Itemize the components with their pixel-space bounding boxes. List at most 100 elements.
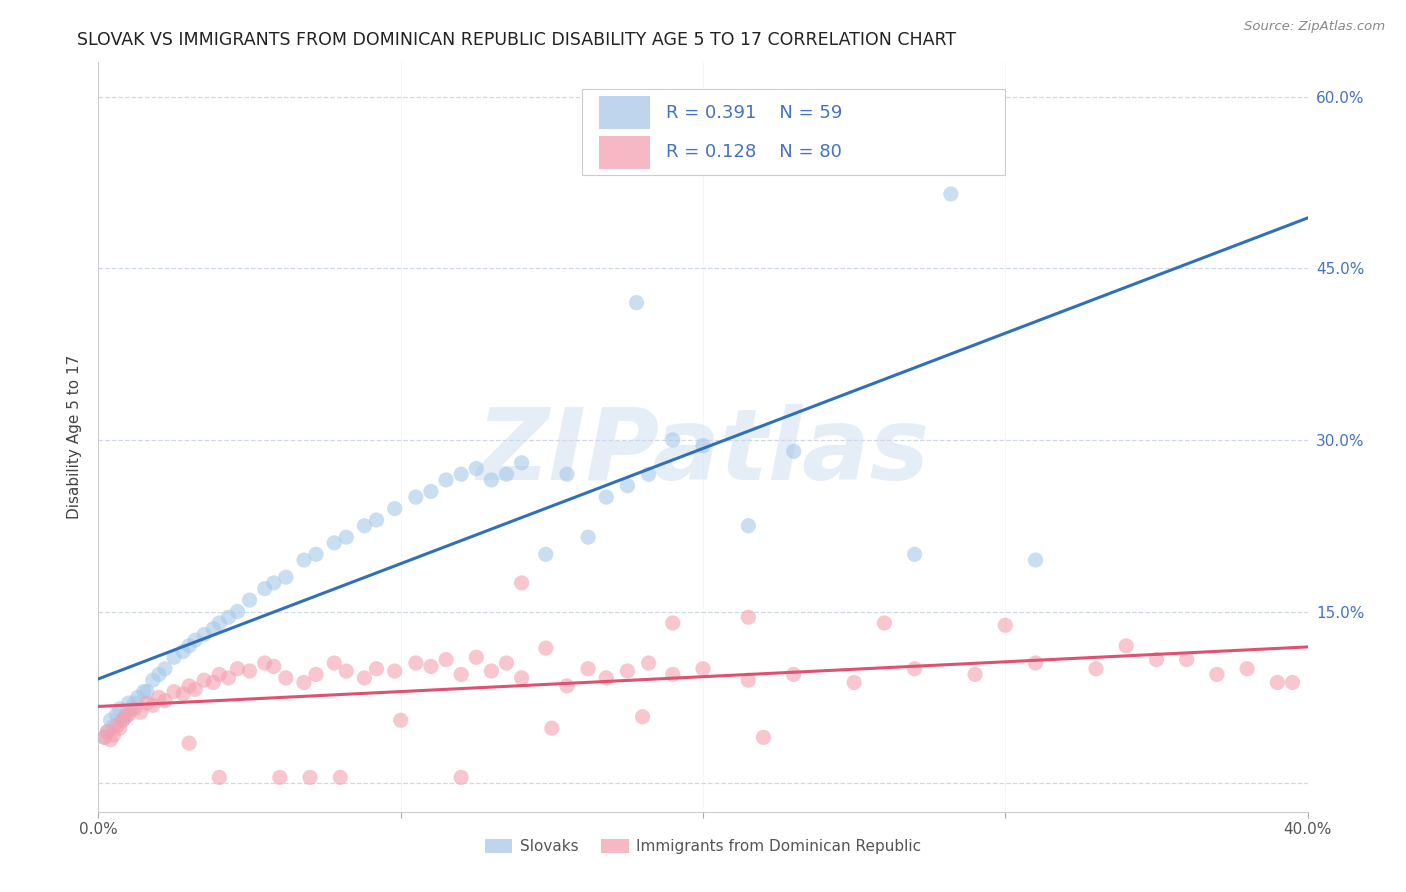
Point [637,656,659,670]
Point [465,650,488,665]
Point [124,696,146,710]
Point [292,553,315,567]
Point [434,473,457,487]
Text: SLOVAK VS IMMIGRANTS FROM DOMINICAN REPUBLIC DISABILITY AGE 5 TO 17 CORRELATION : SLOVAK VS IMMIGRANTS FROM DOMINICAN REPU… [77,31,956,49]
Point [904,662,927,676]
Point [172,687,194,701]
Point [96,724,118,739]
Point [93,731,115,745]
Point [661,615,683,630]
Point [626,295,648,310]
Point [124,702,146,716]
Point [389,713,412,727]
Point [153,662,176,676]
FancyBboxPatch shape [599,96,650,129]
Point [226,662,249,676]
Point [299,771,322,785]
Point [305,667,328,681]
Point [353,518,375,533]
Point [481,664,503,678]
Point [105,719,128,733]
Point [1085,662,1108,676]
Point [939,186,962,201]
Point [193,673,215,688]
Point [510,576,533,591]
Point [100,732,122,747]
Point [135,696,157,710]
Point [661,667,683,681]
Point [239,664,262,678]
Point [481,473,503,487]
Point [193,627,215,641]
Y-axis label: Disability Age 5 to 17: Disability Age 5 to 17 [67,355,83,519]
Point [534,547,557,561]
Point [420,484,443,499]
Point [217,610,239,624]
Point [495,656,517,670]
Point [366,513,388,527]
Point [135,684,157,698]
Point [184,682,207,697]
Point [631,710,654,724]
Point [335,530,357,544]
Point [465,461,488,475]
Text: ZIPatlas: ZIPatlas [477,403,929,500]
Point [555,679,578,693]
Point [153,694,176,708]
Point [637,467,659,482]
Point [253,582,276,596]
Point [450,667,472,681]
Point [179,679,201,693]
Point [534,641,557,656]
Point [384,501,406,516]
Point [965,667,987,681]
Point [108,721,131,735]
Point [616,664,638,678]
Point [450,467,472,482]
Point [1281,675,1303,690]
Point [127,690,149,705]
Point [129,705,152,719]
Point [595,671,617,685]
Point [269,771,291,785]
Point [904,547,927,561]
Point [737,518,759,533]
Point [142,673,165,688]
Point [142,698,165,713]
Point [335,664,357,678]
Point [163,684,186,698]
Point [1115,639,1137,653]
Text: R = 0.128    N = 80: R = 0.128 N = 80 [665,144,841,161]
Point [103,719,125,733]
Point [305,547,328,561]
Point [108,702,131,716]
Point [692,439,714,453]
FancyBboxPatch shape [599,136,650,169]
Point [163,650,186,665]
Point [495,467,517,482]
Point [263,659,285,673]
Point [737,673,759,688]
Point [510,456,533,470]
Point [105,707,128,722]
Point [114,707,136,722]
Point [208,615,231,630]
Point [384,664,406,678]
Point [405,490,427,504]
FancyBboxPatch shape [582,88,1005,175]
Point [510,671,533,685]
Point [263,576,285,591]
Point [132,684,155,698]
Point [366,662,388,676]
Point [100,713,122,727]
Point [111,713,134,727]
Point [353,671,375,685]
Point [111,713,134,727]
Point [595,490,617,504]
Point [292,675,315,690]
Point [1206,667,1229,681]
Point [179,639,201,653]
Point [148,690,170,705]
Point [329,771,352,785]
Point [103,728,125,742]
